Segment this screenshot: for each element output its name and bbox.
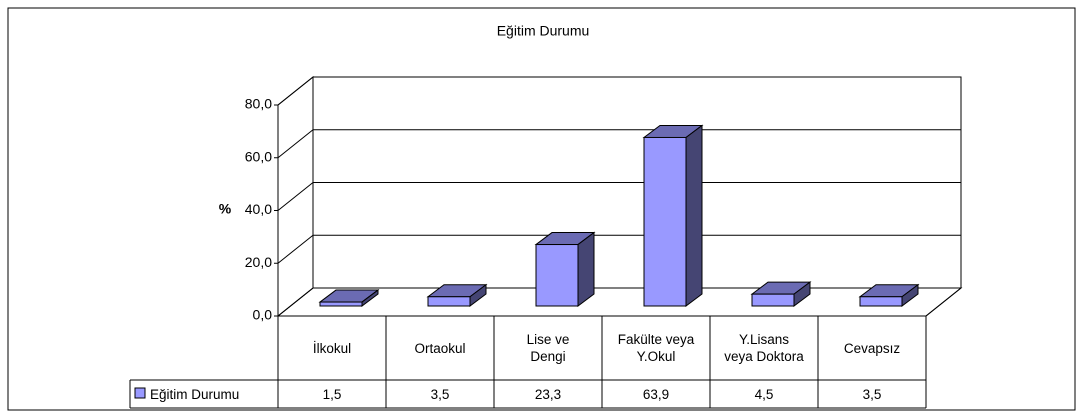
bar [427, 296, 471, 307]
data-label: 63,9 [642, 386, 670, 402]
data-label: 4,5 [754, 386, 774, 402]
category-label: Lise ve Dengi [526, 332, 570, 364]
y-tick-label: 80,0 [245, 96, 272, 112]
y-tick-label: 0,0 [253, 307, 273, 323]
grid-line [277, 129, 314, 159]
legend-label: Eğitim Durumu [150, 386, 240, 402]
data-label: 23,3 [534, 386, 562, 402]
grid-line [277, 76, 314, 106]
y-tick-label: 40,0 [245, 201, 272, 217]
bar [535, 244, 579, 307]
grid-line [277, 287, 314, 317]
floor [276, 287, 963, 317]
y-axis-label: % [219, 201, 232, 217]
grid-line [277, 182, 314, 211]
table-line [925, 287, 962, 317]
bar [643, 136, 687, 307]
grid-line [277, 234, 314, 264]
bar-side [685, 124, 703, 307]
category-label: Ortaokul [414, 340, 466, 356]
data-label: 3,5 [862, 386, 882, 402]
y-tick-label: 20,0 [245, 254, 272, 270]
bar [751, 293, 795, 307]
y-tick-label: 60,0 [245, 148, 272, 164]
category-label: Y.Lisans veya Doktora [724, 332, 804, 364]
bar-side [577, 231, 595, 307]
category-label: İlkokul [312, 340, 352, 356]
bar [859, 296, 903, 307]
legend-key [134, 387, 146, 399]
category-label: Fakülte veya Y.Okul [617, 332, 695, 364]
data-label: 1,5 [322, 386, 342, 402]
category-label: Cevapsız [843, 340, 901, 356]
chart-title: Eğitim Durumu [497, 23, 590, 39]
data-label: 3,5 [430, 386, 450, 402]
bar [319, 301, 363, 307]
